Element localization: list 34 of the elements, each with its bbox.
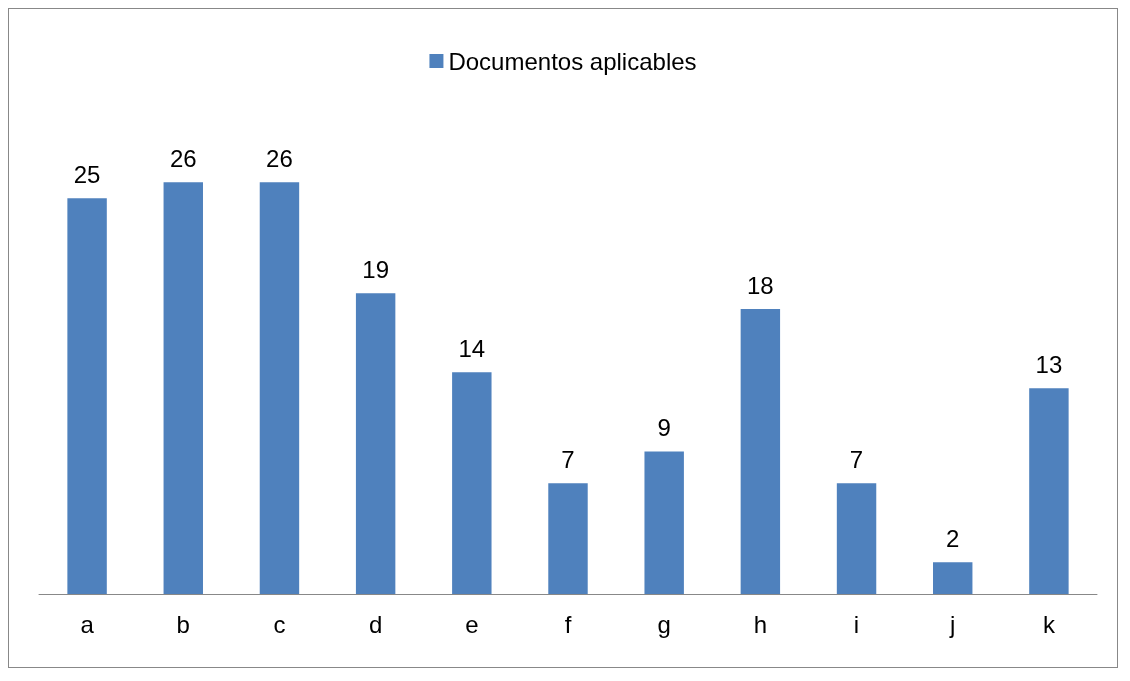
x-tick-label: d [368, 610, 383, 638]
bar [644, 451, 684, 594]
x-tick-label: b [176, 610, 190, 638]
bar [548, 483, 588, 594]
bar [933, 562, 973, 594]
data-label: 25 [73, 160, 101, 188]
data-label: 18 [747, 271, 774, 299]
bar [259, 182, 300, 594]
x-tick-label: i [853, 610, 860, 638]
bar [67, 198, 107, 594]
bar [452, 372, 492, 594]
x-tick-label: f [564, 610, 572, 638]
x-tick-label: k [1042, 610, 1056, 638]
data-label: 9 [657, 414, 671, 441]
data-label: 26 [266, 144, 293, 172]
legend-label: Documentos aplicables [448, 47, 697, 75]
data-label: 7 [849, 445, 864, 473]
bar [836, 483, 877, 594]
data-label: 19 [362, 255, 389, 283]
data-label: 13 [1035, 350, 1063, 378]
data-label: 14 [458, 334, 486, 362]
x-tick-label: c [273, 610, 286, 638]
x-tick-label: e [465, 610, 479, 638]
bar [163, 182, 203, 594]
data-label: 2 [946, 524, 960, 552]
data-label: 7 [561, 445, 575, 473]
x-tick-label: j [949, 610, 956, 638]
x-tick-label: h [753, 610, 768, 638]
x-tick-label: a [80, 610, 95, 638]
bar [740, 309, 781, 594]
data-label: 26 [169, 144, 197, 172]
bar [355, 293, 396, 594]
x-tick-label: g [657, 610, 671, 638]
bar [1029, 388, 1069, 594]
